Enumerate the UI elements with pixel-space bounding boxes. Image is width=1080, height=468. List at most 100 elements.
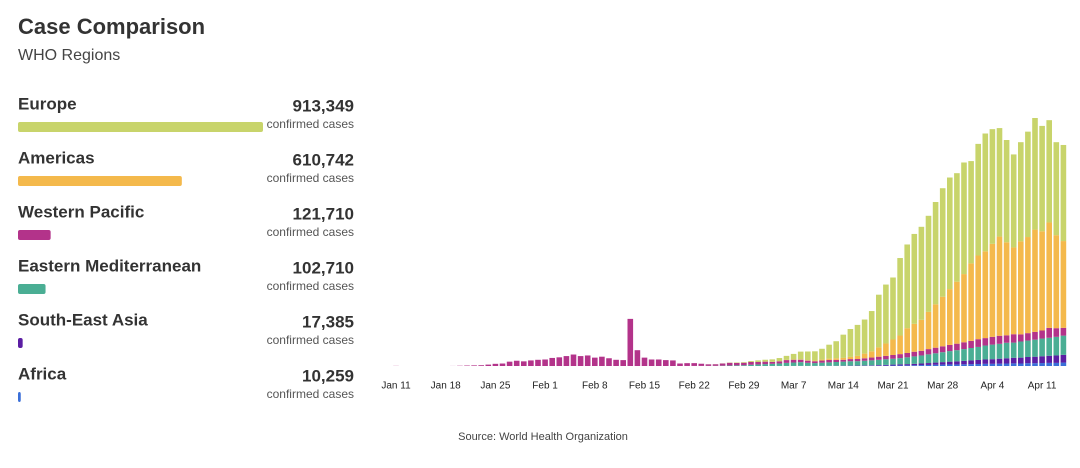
bar-segment — [868, 360, 875, 366]
bar-segment — [648, 359, 655, 366]
region-total: 610,742 — [293, 150, 354, 169]
bar-segment — [1039, 125, 1045, 232]
bar-segment — [961, 342, 967, 350]
bar-segment — [584, 355, 591, 366]
bar-segment — [1060, 327, 1067, 336]
bar-segment — [932, 353, 939, 363]
region-name: Europe — [18, 94, 77, 113]
bar-segment — [897, 258, 903, 336]
bar-segment — [947, 361, 953, 365]
bar-segment — [1053, 336, 1060, 356]
bar-segment — [925, 311, 932, 350]
bar-segment — [1003, 242, 1010, 336]
bar-segment — [1032, 118, 1038, 230]
bar-segment — [755, 361, 761, 365]
bar-segment — [1025, 131, 1031, 238]
bar-segment — [797, 351, 804, 360]
bar-segment — [876, 347, 882, 357]
bar-segment — [968, 340, 974, 349]
bar-segment — [939, 346, 946, 353]
bar-segment — [762, 359, 768, 362]
bar-segment — [570, 354, 577, 366]
bar-segment — [890, 354, 896, 359]
bar-segment — [698, 363, 705, 366]
bar-segment — [755, 364, 761, 366]
x-tick-label: Mar 28 — [927, 381, 959, 392]
bar-segment — [762, 361, 768, 365]
bar-segment — [932, 362, 939, 365]
bar-segment — [961, 349, 967, 361]
bar-segment — [1046, 337, 1052, 356]
region-total: 10,259 — [302, 366, 354, 385]
bar-segment — [620, 360, 626, 366]
x-tick-label: Mar 7 — [781, 381, 807, 392]
bar-segment — [939, 296, 946, 347]
bar-segment — [939, 364, 946, 366]
bar-segment — [954, 343, 960, 351]
bar-segment — [911, 233, 918, 324]
region-name: Western Pacific — [18, 202, 144, 221]
bar-segment — [1032, 339, 1038, 357]
region-bar — [18, 176, 182, 186]
bar-segment — [861, 319, 868, 354]
bar-segment — [968, 360, 974, 365]
bar-segment — [925, 363, 932, 365]
bar-segment — [876, 356, 882, 360]
bar-segment — [641, 357, 648, 366]
bar-segment — [499, 363, 506, 366]
bar-segment — [1039, 356, 1045, 364]
bar-segment — [1010, 154, 1017, 248]
region-total: 102,710 — [293, 258, 354, 277]
bar-segment — [776, 361, 783, 364]
bar-segment — [975, 255, 981, 340]
x-tick-label: Mar 21 — [877, 381, 909, 392]
bar-segment — [1046, 362, 1052, 366]
region-unit: confirmed cases — [267, 279, 354, 293]
x-tick-label: Feb 22 — [679, 381, 711, 392]
bar-segment — [1053, 328, 1060, 337]
bar-segment — [1060, 144, 1067, 242]
bar-segment — [677, 363, 683, 366]
bar-segment — [904, 364, 910, 366]
bar-segment — [947, 351, 953, 362]
bar-segment — [819, 359, 825, 361]
bar-segment — [1025, 363, 1031, 366]
bar-segment — [847, 329, 854, 357]
bar-segment — [1032, 331, 1038, 340]
bar-segment — [954, 281, 960, 344]
bar-segment — [790, 362, 797, 366]
bar-segment — [833, 359, 839, 363]
bar-segment — [883, 284, 889, 344]
bar-segment — [890, 358, 896, 365]
bar-segment — [776, 358, 783, 362]
bar-segment — [918, 319, 925, 351]
bar-segment — [1003, 335, 1010, 343]
bar-segment — [996, 236, 1003, 336]
bar-segment — [1060, 362, 1067, 366]
bar-segment — [876, 294, 882, 348]
bar-segment — [1032, 363, 1038, 366]
bar-segment — [471, 365, 477, 366]
bar-segment — [975, 363, 981, 366]
x-tick-label: Jan 18 — [431, 381, 461, 392]
bar-segment — [748, 361, 754, 362]
region-name: Americas — [18, 148, 95, 167]
bar-segment — [854, 361, 861, 366]
bar-segment — [996, 363, 1003, 366]
bar-segment — [961, 360, 967, 365]
bar-segment — [968, 348, 974, 361]
bar-segment — [599, 356, 605, 366]
bar-segment — [812, 363, 818, 366]
bar-segment — [961, 274, 967, 343]
region-unit: confirmed cases — [267, 225, 354, 239]
bar-segment — [890, 364, 896, 366]
bar-segment — [975, 346, 981, 360]
bar-segment — [734, 365, 740, 366]
bar-segment — [1060, 335, 1067, 355]
bar-segment — [897, 335, 903, 355]
bar-segment — [876, 359, 882, 366]
bar-segment — [996, 335, 1003, 344]
bar-segment — [769, 359, 776, 362]
